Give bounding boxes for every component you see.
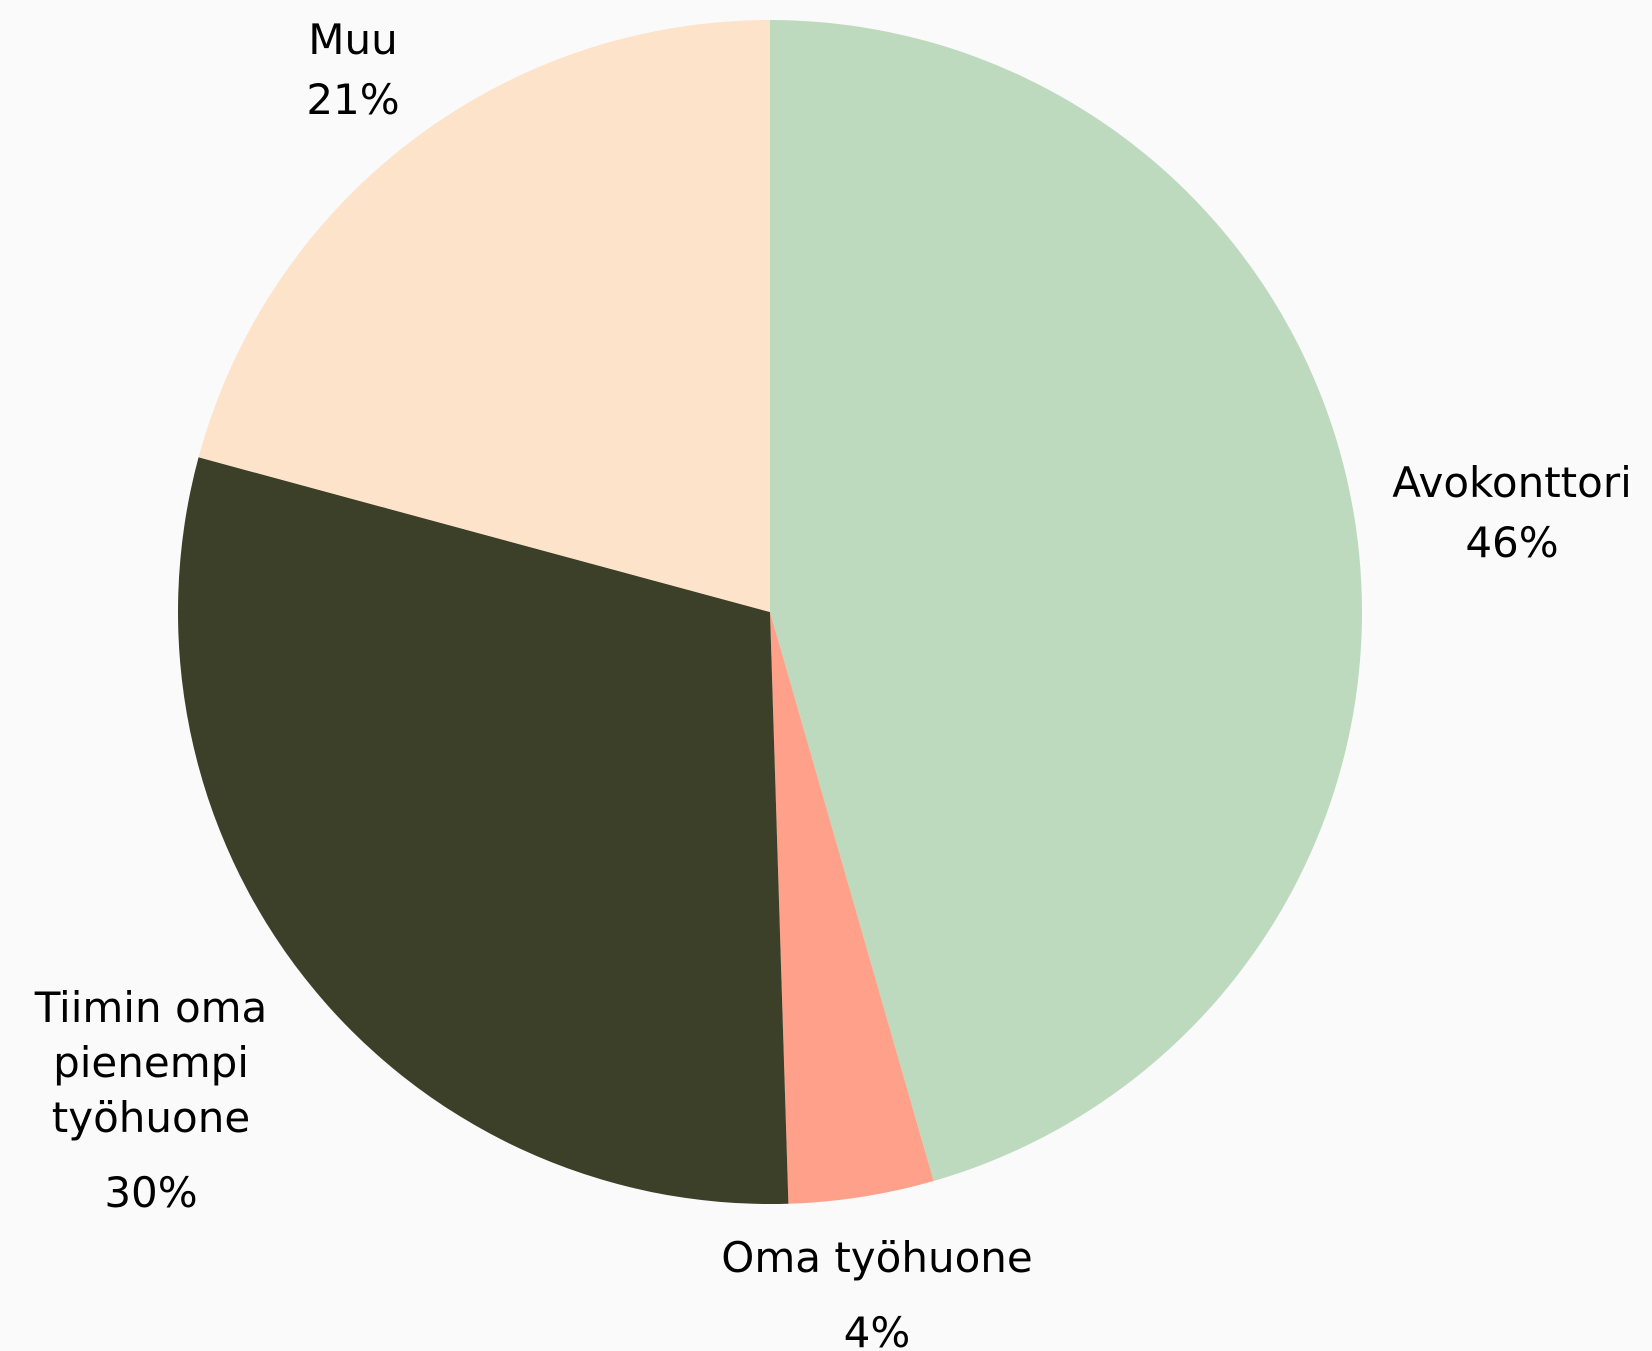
pie-slice (770, 612, 934, 1204)
slice-value-label: 21% (306, 75, 400, 124)
pie-slice (770, 20, 1362, 1181)
slice-value-label: 4% (843, 1308, 911, 1351)
slice-label: Avokonttori (1392, 458, 1632, 507)
slice-label: Tiimin oma pienempi työhuone (34, 983, 268, 1142)
pie-slice (177, 457, 789, 1204)
slice-value-label: 46% (1465, 518, 1559, 567)
slice-label: Muu (308, 15, 398, 64)
slice-value-label: 30% (104, 1168, 198, 1217)
slice-label: Oma työhuone (721, 1233, 1033, 1282)
pie-slice (198, 20, 770, 612)
